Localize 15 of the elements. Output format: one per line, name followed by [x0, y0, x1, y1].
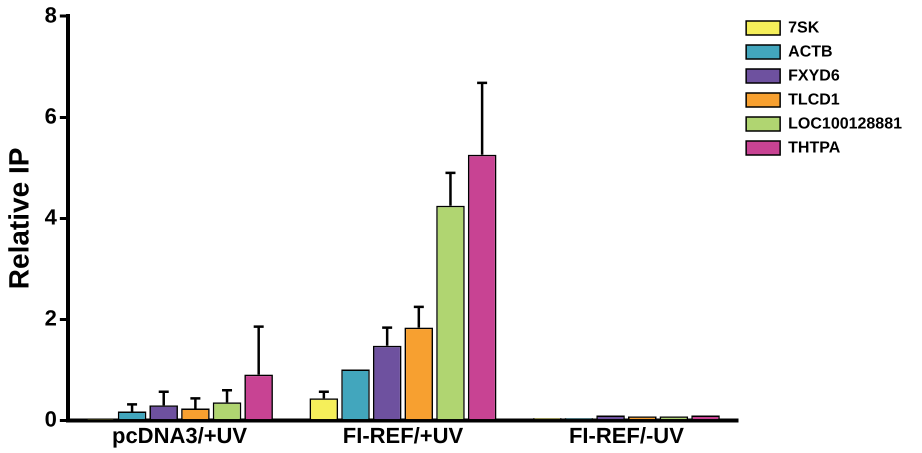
y-tick-label: 6 — [44, 103, 57, 128]
y-tick-label: 0 — [44, 406, 57, 432]
y-axis-title: Relative IP — [4, 148, 35, 290]
x-tick-label: pcDNA3/+UV — [112, 422, 248, 448]
legend-label: THTPA — [788, 139, 841, 156]
x-tick-label: FI-REF/-UV — [568, 422, 684, 448]
legend-label: LOC100128881 — [788, 115, 902, 132]
legend-label: FXYD6 — [788, 67, 840, 84]
legend-label: 7SK — [788, 19, 820, 36]
y-tick-label: 8 — [44, 2, 57, 28]
y-tick-label: 4 — [44, 204, 58, 230]
x-tick-label: FI-REF/+UV — [342, 422, 464, 448]
y-tick-label: 2 — [44, 306, 57, 331]
legend-label: ACTB — [788, 43, 833, 60]
legend-label: TLCD1 — [788, 91, 840, 108]
